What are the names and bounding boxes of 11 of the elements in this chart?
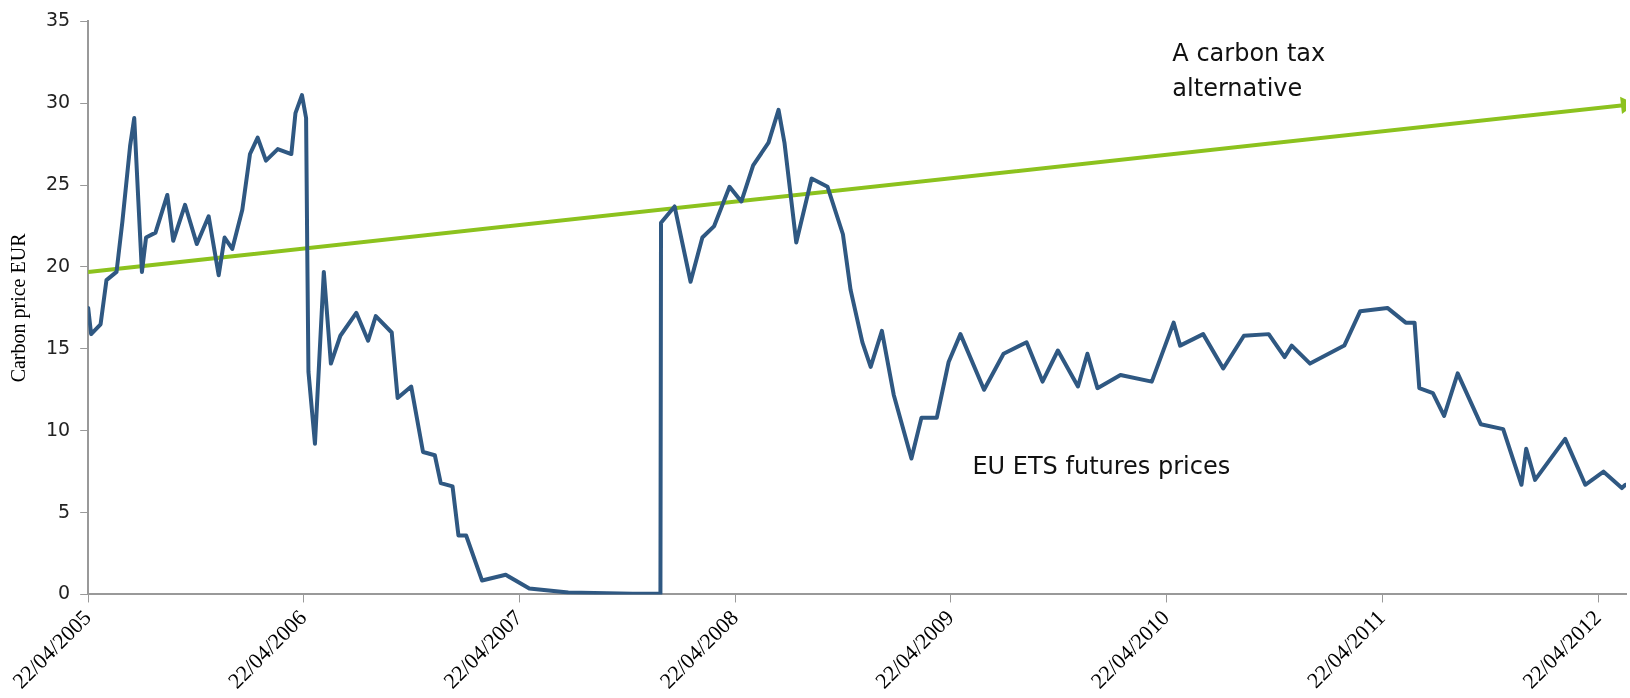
y-tick-label: 30 <box>45 90 71 113</box>
y-tick-label: 0 <box>58 581 71 604</box>
y-tick-label: 35 <box>45 8 71 31</box>
y-tick-label: 15 <box>45 335 71 358</box>
y-axis-title: Carbon price EUR <box>7 232 31 383</box>
y-tick-label: 10 <box>45 417 71 440</box>
y-tick-label: 25 <box>45 172 71 195</box>
text: EU ETS futures prices <box>972 452 1231 481</box>
y-tick-label: 20 <box>45 253 71 276</box>
y-tick-label: 5 <box>58 499 71 522</box>
series-label: A carbon tax alternative <box>1172 39 1326 103</box>
